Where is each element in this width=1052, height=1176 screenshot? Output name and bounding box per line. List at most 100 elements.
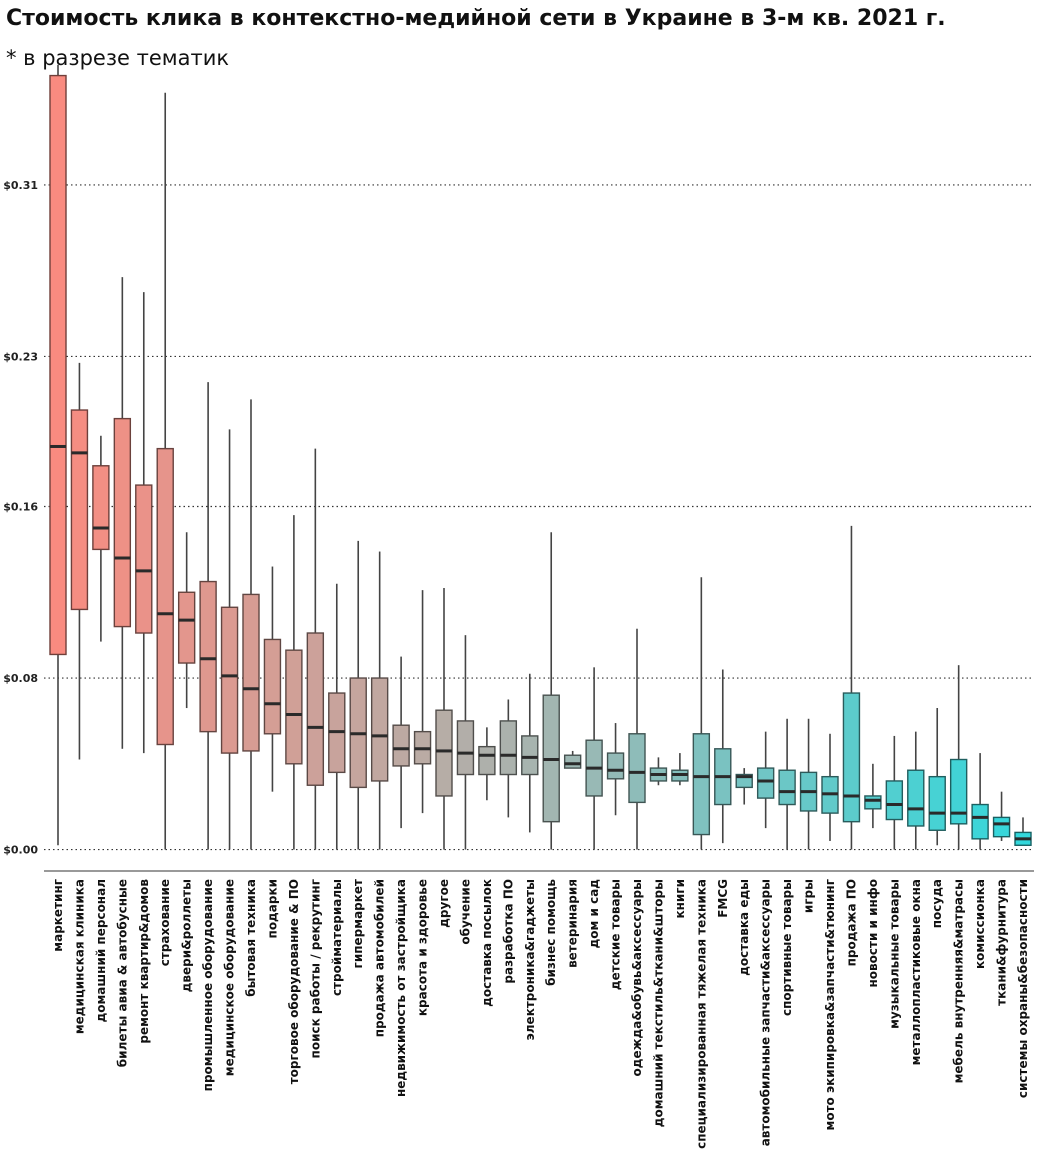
x-category-label: детские товары — [609, 879, 623, 990]
box-19 — [435, 587, 453, 850]
x-category-label: домашний персонал — [94, 879, 108, 1022]
box-iqr — [907, 769, 925, 827]
box-14 — [328, 583, 346, 850]
x-category-label: ветеринария — [566, 879, 580, 968]
x-category-label: гипермаркет — [351, 879, 365, 968]
x-category-label: ткани&фурнитура — [995, 879, 1009, 1006]
x-category-label: другое — [437, 879, 451, 928]
box-iqr — [177, 591, 196, 664]
box-23 — [521, 673, 539, 833]
box-13 — [306, 448, 325, 850]
x-category-label: билеты авиа & автобусные — [115, 879, 129, 1067]
box-38 — [842, 525, 861, 850]
box-33 — [735, 768, 753, 805]
x-category-label: FMCG — [716, 879, 730, 918]
y-tick-label: $0.00 — [3, 844, 38, 857]
box-42 — [928, 708, 946, 846]
box-24 — [542, 532, 560, 850]
x-category-label: ремонт квартир&домов — [137, 879, 151, 1044]
x-category-label: обучение — [458, 879, 472, 945]
box-30 — [671, 753, 689, 786]
box-iqr — [928, 775, 946, 831]
x-category-label: доставка еды — [737, 879, 751, 976]
box-21 — [478, 727, 496, 801]
box-iqr — [435, 709, 453, 797]
y-axis-ticks: $0.00 $0.08 $0.16 $0.23 $0.31 — [3, 179, 38, 857]
box-11 — [263, 566, 282, 792]
box-39 — [864, 763, 882, 829]
box-29 — [649, 757, 668, 786]
box-45 — [992, 791, 1011, 841]
box-12 — [285, 515, 303, 850]
x-category-label: страхование — [158, 879, 172, 966]
box-iqr — [499, 720, 518, 776]
box-37 — [821, 733, 839, 841]
x-category-label: игры — [802, 879, 816, 913]
box-iqr — [778, 769, 796, 806]
box-31 — [692, 577, 711, 850]
x-category-label: мото экипировка&запчасти&тюнинг — [823, 879, 837, 1130]
box-iqr — [263, 638, 282, 735]
box-iqr — [113, 417, 132, 628]
box-iqr — [971, 803, 989, 840]
box-41 — [907, 731, 925, 850]
box-28 — [628, 628, 646, 850]
box-10 — [242, 399, 260, 850]
box-16 — [370, 551, 389, 850]
x-category-label: промышленное оборудование — [201, 879, 215, 1091]
box-26 — [585, 667, 603, 850]
x-category-label: бизнес помощь — [544, 879, 558, 986]
box-27 — [606, 723, 625, 816]
box-18 — [413, 590, 432, 814]
x-category-label: домашний текстиль&ткани&шторы — [651, 879, 665, 1127]
x-category-label: книги — [673, 879, 687, 919]
box-40 — [885, 735, 904, 850]
gridlines — [44, 184, 1034, 851]
box-iqr — [135, 484, 153, 634]
box-iqr — [156, 447, 174, 746]
box-iqr — [242, 593, 260, 752]
box-3 — [92, 435, 110, 642]
box-iqr — [370, 677, 389, 782]
x-category-label: металлопластиковые окна — [909, 879, 923, 1065]
box-iqr — [885, 780, 904, 821]
box-2 — [70, 362, 89, 760]
x-category-label: системы охраны&безопасности — [1016, 879, 1030, 1098]
x-category-label: комиссионка — [973, 879, 987, 969]
box-46 — [1014, 817, 1032, 846]
x-category-label: одежда&обувь&аксессуары — [630, 879, 644, 1076]
x-category-label: торговое оборудование & ПО — [287, 879, 301, 1084]
x-category-label: специализированная тяжелая техника — [694, 879, 708, 1149]
box-20 — [456, 635, 475, 850]
x-category-label: недвижимость от застройщика — [394, 879, 408, 1097]
box-iqr — [392, 724, 410, 767]
box-25 — [563, 750, 582, 769]
box-43 — [949, 665, 968, 850]
x-axis-labels: маркетинг медицинская клиника домашний пер… — [51, 879, 1030, 1149]
x-category-label: двери&роллеты — [180, 879, 194, 992]
x-category-label: продажа ПО — [844, 879, 858, 966]
box-4 — [113, 277, 132, 749]
x-category-label: новости и инфо — [866, 879, 880, 987]
x-category-label: автомобильные запчасти&аксессуары — [759, 879, 773, 1146]
box-34 — [756, 731, 775, 829]
box-iqr — [563, 754, 582, 769]
y-tick-label: $0.08 — [3, 672, 38, 685]
box-32 — [714, 669, 732, 844]
box-iqr — [199, 580, 217, 733]
x-category-label: мебель внутренняя&матрасы — [952, 879, 966, 1083]
y-tick-label: $0.31 — [3, 179, 38, 192]
box-iqr — [285, 649, 303, 765]
x-category-label: медицинская клиника — [72, 879, 86, 1034]
box-35 — [778, 718, 796, 850]
x-category-label: доставка посылок — [480, 879, 494, 1007]
x-category-label: разработка ПО — [501, 879, 515, 984]
x-category-label: посуда — [930, 879, 944, 928]
x-category-label: спортивные товары — [780, 879, 794, 1016]
box-iqr — [992, 816, 1011, 838]
x-category-label: дом и сад — [587, 879, 601, 949]
box-15 — [349, 540, 367, 850]
x-category-label: красота и здоровье — [416, 879, 430, 1016]
box-iqr — [864, 795, 882, 810]
